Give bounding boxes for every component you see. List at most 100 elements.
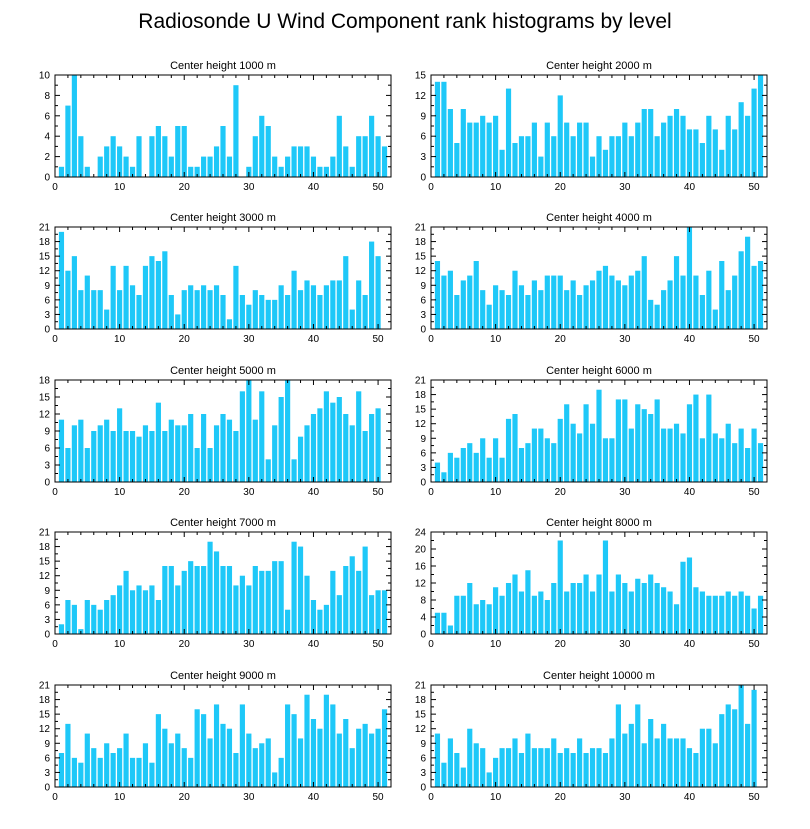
bar (297, 738, 304, 787)
bar (661, 290, 667, 329)
bar (330, 704, 336, 787)
bar (712, 433, 718, 482)
bar (252, 136, 258, 177)
bar (259, 743, 265, 787)
bar (246, 304, 252, 329)
bar (654, 136, 660, 177)
bar (641, 583, 647, 634)
y-tick-label: 21 (39, 681, 51, 692)
bar (310, 600, 317, 634)
x-tick-label: 0 (428, 639, 434, 650)
bar (188, 285, 194, 329)
x-tick-label: 10 (114, 487, 126, 498)
panel-1: Center height 1000 m 0 10 20 30 40 50 0 2 4 6 8 10 (39, 60, 392, 193)
bar (480, 600, 486, 634)
bar (480, 290, 486, 329)
x-tick-label: 20 (179, 334, 191, 345)
bar (349, 309, 355, 329)
bar (454, 143, 460, 177)
y-tick-label: 12 (415, 266, 427, 277)
bar (635, 404, 641, 482)
bar (577, 295, 583, 329)
bar (162, 431, 168, 482)
y-tick-label: 4 (44, 132, 50, 143)
bar (447, 270, 453, 329)
bar (129, 431, 136, 482)
bar (460, 595, 466, 634)
bar (434, 81, 441, 177)
bar (349, 166, 355, 177)
bar (369, 115, 375, 177)
bar (693, 129, 699, 177)
bar (589, 156, 596, 177)
y-tick-label: 9 (44, 427, 50, 438)
bar (278, 166, 284, 177)
bar (142, 743, 149, 787)
y-tick-label: 6 (44, 295, 50, 306)
bar (512, 143, 518, 177)
bar (336, 595, 342, 634)
bar (460, 109, 466, 177)
y-tick-label: 12 (415, 91, 427, 102)
bar (336, 115, 342, 177)
bar (635, 122, 641, 177)
bar (512, 414, 518, 482)
x-tick-label: 20 (555, 334, 567, 345)
bar (188, 166, 194, 177)
bar (278, 285, 284, 329)
y-tick-label: 15 (39, 557, 51, 568)
bar (667, 738, 673, 787)
bar (738, 685, 744, 787)
bar (757, 595, 764, 634)
bar (551, 443, 557, 482)
bar (297, 290, 304, 329)
y-tick-label: 0 (420, 630, 426, 641)
bar (499, 595, 505, 634)
bar (518, 753, 525, 787)
bar (441, 472, 447, 482)
bar (602, 438, 609, 482)
bar (680, 433, 686, 482)
bar (486, 304, 492, 329)
bar (142, 265, 149, 329)
y-tick-label: 3 (44, 615, 50, 626)
x-tick-label: 40 (684, 792, 696, 803)
x-tick-label: 40 (684, 334, 696, 345)
bar (538, 290, 544, 329)
y-tick-label: 18 (39, 542, 51, 553)
bar (686, 748, 693, 787)
bar (272, 425, 278, 482)
bar (181, 748, 187, 787)
bar (97, 425, 103, 482)
x-tick-label: 10 (114, 182, 126, 193)
bar (706, 115, 712, 177)
bar (104, 146, 110, 177)
bar (454, 595, 460, 634)
bar (745, 236, 751, 329)
bar (648, 109, 654, 177)
bar (310, 719, 317, 787)
y-tick-label: 9 (420, 434, 426, 445)
bar (467, 122, 473, 177)
bar (142, 590, 149, 634)
bar (673, 738, 680, 787)
bar (362, 136, 368, 177)
y-tick-label: 18 (415, 695, 427, 706)
panel-title: Center height 8000 m (546, 517, 652, 529)
bar (531, 428, 537, 482)
y-tick-label: 12 (39, 410, 51, 421)
bar (512, 574, 518, 634)
panel-title: Center height 6000 m (546, 365, 652, 377)
y-tick-label: 4 (420, 613, 426, 624)
bar (162, 566, 168, 634)
bar (291, 270, 297, 329)
panel-5: Center height 5000 m 0 10 20 30 40 50 0 3 6 9 12 15 1… (39, 365, 392, 498)
bar (719, 261, 725, 329)
bar (570, 280, 576, 329)
y-tick-label: 24 (415, 528, 427, 539)
bar (317, 166, 323, 177)
bar (110, 595, 116, 634)
bar (615, 280, 621, 329)
bar (123, 156, 129, 177)
bar (447, 452, 453, 482)
